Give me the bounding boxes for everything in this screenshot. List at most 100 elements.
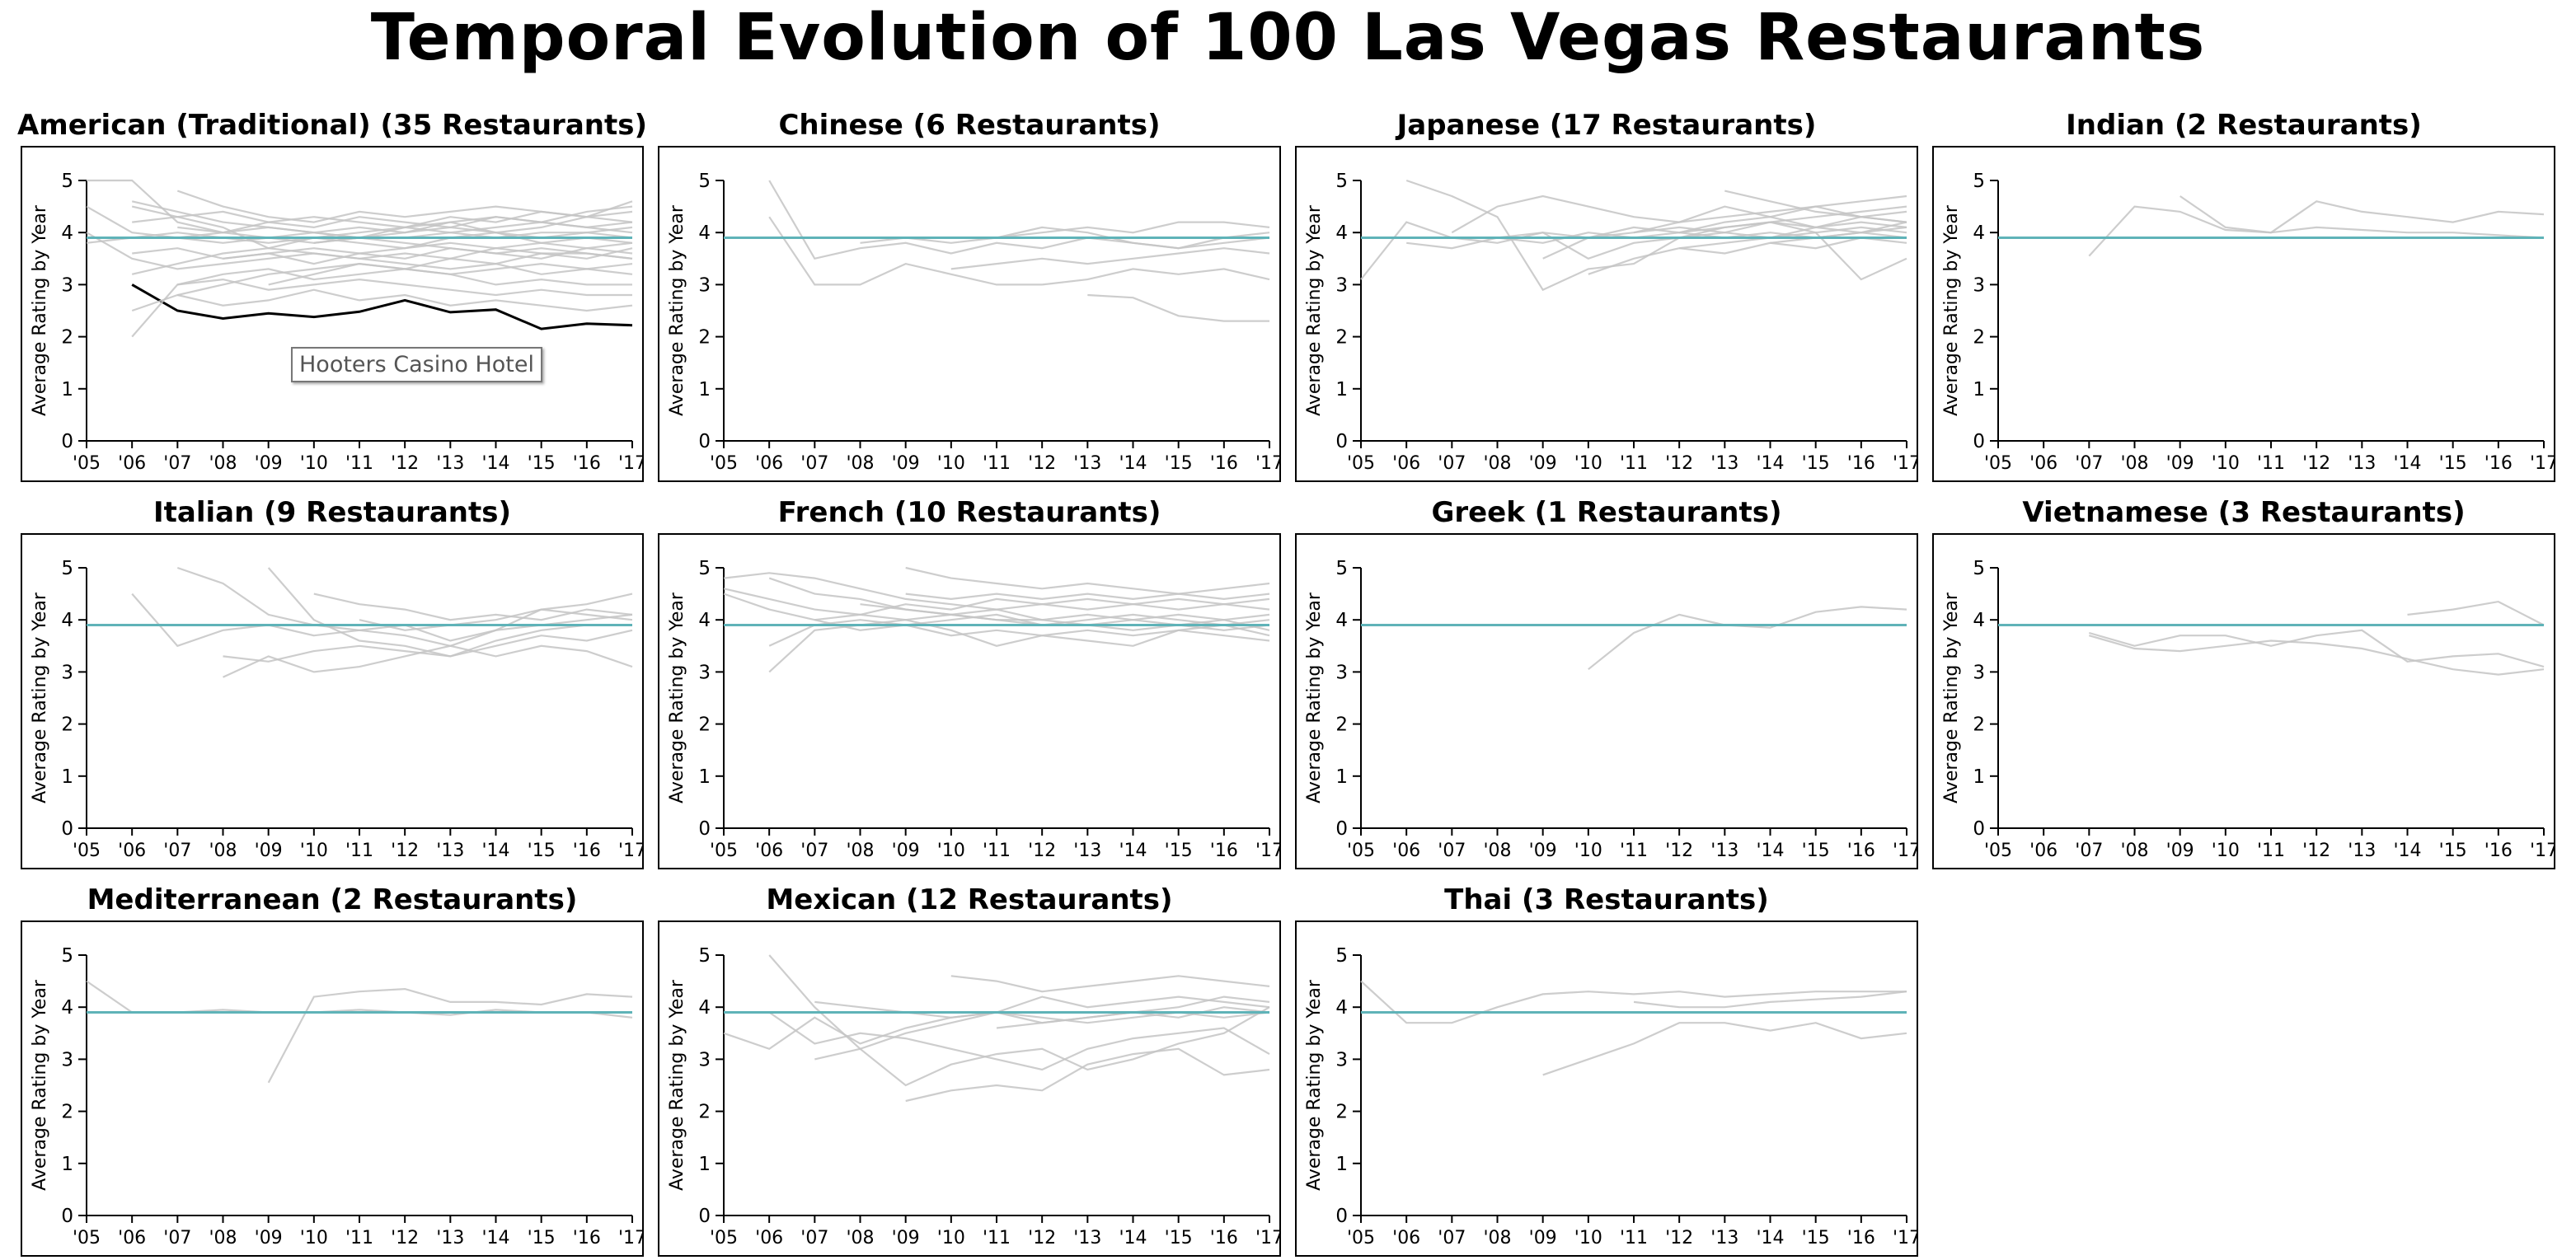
y-tick-label: 2 — [61, 714, 73, 736]
series-line[interactable] — [223, 247, 633, 265]
y-tick-label: 1 — [61, 766, 73, 788]
y-tick-label: 3 — [698, 1049, 711, 1070]
series-line[interactable] — [2088, 200, 2545, 257]
series-line[interactable] — [860, 221, 1270, 244]
chart-title: French (10 Restaurants) — [777, 496, 1161, 529]
series-line[interactable] — [814, 1006, 1270, 1087]
series-line[interactable] — [768, 1011, 1270, 1071]
y-tick-label: 5 — [61, 945, 73, 967]
series-line[interactable] — [177, 278, 632, 297]
series-line[interactable] — [723, 588, 1270, 621]
series-line[interactable] — [1679, 216, 1907, 234]
y-tick-label: 3 — [61, 274, 73, 296]
series-line[interactable] — [132, 241, 633, 260]
y-tick-label: 5 — [698, 945, 711, 967]
series-line[interactable] — [132, 210, 633, 229]
series-line[interactable] — [131, 205, 633, 275]
x-tick-label: '13 — [436, 453, 464, 474]
x-tick-label: '15 — [1165, 841, 1193, 861]
chart-frame: 0 1 2 3 4 5 '05 '06 '07 '08 '09 '10 '11 '12 '13 '14 '15 '… — [658, 146, 1281, 482]
series-line[interactable] — [1360, 980, 1907, 1024]
series-line[interactable] — [131, 200, 633, 260]
x-tick-label: '06 — [2029, 453, 2058, 474]
series-line[interactable] — [860, 603, 1270, 626]
series-line[interactable] — [1087, 293, 1269, 322]
series-line[interactable] — [268, 247, 633, 286]
series-line[interactable] — [177, 226, 633, 239]
x-tick-label: '12 — [1665, 1228, 1693, 1248]
x-tick-label: '14 — [1119, 453, 1147, 474]
y-tick-label: 5 — [698, 171, 711, 192]
x-tick-label: '15 — [1165, 1228, 1193, 1248]
series-line[interactable] — [768, 954, 1270, 1051]
chart-title: Mediterranean (2 Restaurants) — [87, 883, 578, 916]
series-line[interactable] — [1542, 1022, 1907, 1076]
x-tick-label: '08 — [1483, 841, 1511, 861]
chart-panel: Thai (3 Restaurants) 0 1 2 3 4 5 '05 '06 '07 '08 '0… — [1295, 879, 1918, 1257]
series-line[interactable] — [950, 975, 1270, 993]
x-tick-label: '08 — [2120, 453, 2148, 474]
series-line[interactable] — [313, 216, 633, 244]
series-line[interactable] — [359, 608, 633, 631]
x-tick-label: '16 — [2485, 841, 2513, 861]
series-line[interactable] — [1588, 606, 1907, 671]
x-tick-label: '09 — [2166, 453, 2194, 474]
x-tick-label: '10 — [937, 841, 965, 861]
chart-frame: 0 1 2 3 4 5 '05 '06 '07 '08 '09 '10 '11 '12 '13 '14 '15 '… — [1295, 533, 1918, 869]
chart-panel: Mexican (12 Restaurants) 0 1 2 3 4 5 '05 '06 '07 '… — [658, 879, 1281, 1257]
series-line[interactable] — [905, 566, 1270, 595]
chart-panel: Italian (9 Restaurants) 0 1 2 3 4 5 '05 '06 '07 '0… — [21, 492, 644, 869]
series-line[interactable] — [2088, 635, 2545, 676]
series-line[interactable] — [996, 226, 1270, 250]
series-line[interactable] — [1360, 216, 1907, 280]
x-tick-label: '05 — [1347, 841, 1375, 861]
series-line[interactable] — [131, 268, 632, 338]
x-tick-label: '07 — [1438, 841, 1466, 861]
x-tick-label: '14 — [1756, 841, 1784, 861]
x-tick-label: '13 — [2348, 453, 2376, 474]
series-line[interactable] — [267, 987, 633, 1084]
y-tick-label: 5 — [698, 558, 711, 579]
series-line[interactable] — [1588, 232, 1907, 281]
x-tick-label: '09 — [892, 841, 920, 861]
x-tick-label: '12 — [391, 841, 419, 861]
x-tick-label: '13 — [436, 841, 464, 861]
series-line[interactable] — [1405, 179, 1907, 292]
series-line[interactable] — [768, 216, 1270, 286]
series-line[interactable] — [1633, 991, 1907, 1009]
series-line[interactable] — [2088, 629, 2545, 668]
highlighted-series-line[interactable] — [131, 283, 633, 330]
chart-title: Japanese (17 Restaurants) — [1396, 109, 1817, 142]
x-tick-label: '07 — [163, 841, 191, 861]
series-line[interactable] — [905, 593, 1270, 601]
line-chart: 0 1 2 3 4 5 '05 '06 '07 '08 '09 '10 '11 '12 '13 '14 '15 '… — [1304, 945, 1917, 1248]
x-tick-label: '16 — [573, 841, 601, 861]
y-tick-label: 2 — [61, 1102, 73, 1123]
y-tick-label: 4 — [1335, 610, 1348, 631]
series-line[interactable] — [723, 593, 1270, 642]
y-tick-label: 1 — [698, 766, 711, 788]
series-line[interactable] — [313, 593, 633, 621]
series-line[interactable] — [905, 1047, 1270, 1103]
series-line[interactable] — [223, 624, 633, 663]
series-line[interactable] — [2180, 195, 2545, 239]
series-line[interactable] — [177, 216, 633, 234]
series-line[interactable] — [176, 566, 633, 647]
x-tick-label: '17 — [1893, 1228, 1917, 1248]
series-line[interactable] — [177, 288, 633, 312]
series-line[interactable] — [1542, 221, 1907, 260]
x-tick-label: '11 — [983, 1228, 1011, 1248]
x-tick-label: '12 — [1028, 453, 1056, 474]
series-line[interactable] — [131, 232, 633, 275]
x-tick-label: '10 — [1574, 841, 1602, 861]
x-tick-label: '13 — [436, 1228, 464, 1248]
series-line[interactable] — [2407, 600, 2545, 626]
chart-frame: 0 1 2 3 4 5 '05 '06 '07 '08 '09 '10 '11 '12 '13 '14 '15 '… — [21, 920, 644, 1257]
series-line[interactable] — [950, 247, 1270, 270]
x-tick-label: '12 — [2302, 841, 2330, 861]
x-tick-label: '09 — [255, 1228, 283, 1248]
x-tick-label: '17 — [2530, 841, 2554, 861]
x-tick-label: '05 — [73, 841, 101, 861]
x-tick-label: '06 — [118, 1228, 146, 1248]
line-chart: 0 1 2 3 4 5 '05 '06 '07 '08 '09 '10 '11 '12 '13 '14 '15 '… — [667, 171, 1279, 474]
